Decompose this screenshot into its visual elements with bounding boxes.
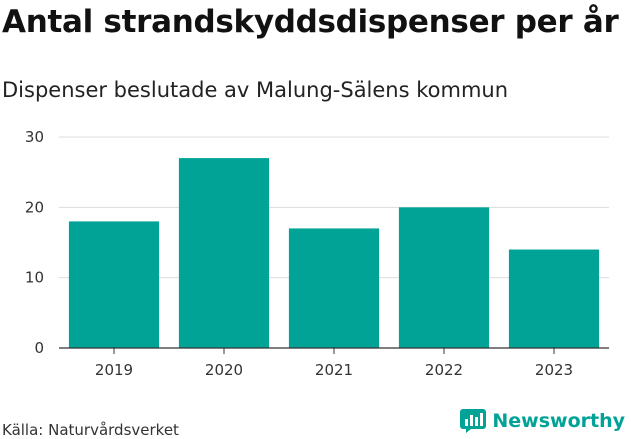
x-tick-label: 2020 [205,361,243,379]
bar-2020 [178,158,270,348]
chart-title: Antal strandskyddsdispenser per år [2,4,619,40]
x-tick-label: 2022 [425,361,463,379]
bar-2019 [68,221,160,348]
bar-2023 [508,249,600,348]
newsworthy-logo-icon [460,409,487,433]
bars [68,158,600,348]
y-tick-label: 20 [25,198,44,216]
y-tick-label: 30 [25,128,44,146]
brand-name: Newsworthy [492,410,625,432]
y-tick-label: 0 [34,339,44,357]
bar-chart: 0 10 20 30 2019 2020 2021 2022 2023 [25,128,609,379]
x-tick-label: 2021 [315,361,353,379]
bar-2021 [288,228,380,348]
y-axis-ticks: 0 10 20 30 [25,128,44,357]
x-axis-ticks: 2019 2020 2021 2022 2023 [95,348,573,379]
x-tick-label: 2023 [535,361,573,379]
chart-subtitle: Dispenser beslutade av Malung-Sälens kom… [2,78,509,102]
bar-2022 [398,207,490,348]
source-note: Källa: Naturvårdsverket [2,421,179,439]
x-tick-label: 2019 [95,361,133,379]
brand: Newsworthy [460,409,625,433]
y-tick-label: 10 [25,269,44,287]
